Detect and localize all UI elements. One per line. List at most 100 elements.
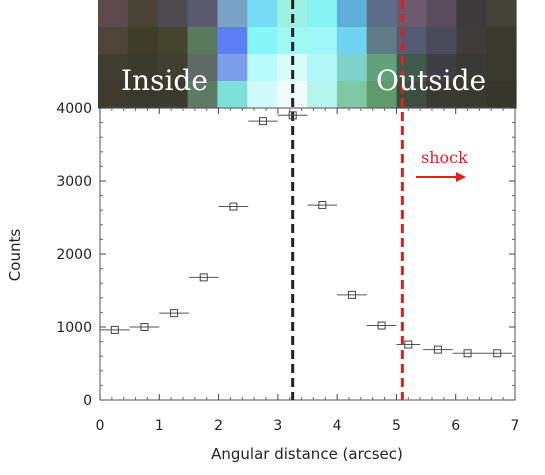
image-strip-cell	[307, 81, 338, 109]
image-strip-cell	[366, 0, 398, 28]
x-tick-label: 1	[155, 418, 164, 434]
data-point	[423, 345, 453, 354]
image-strip-cell	[456, 81, 487, 109]
y-tick-label: 2000	[56, 247, 92, 263]
image-strip-cell	[336, 0, 368, 28]
image-strip-cell	[336, 81, 368, 109]
point-marker	[259, 117, 268, 126]
y-tick-label: 0	[83, 393, 92, 409]
image-strip-cell	[426, 81, 457, 109]
x-tick-label: 2	[214, 418, 223, 434]
x-tick-label: 0	[96, 418, 105, 434]
image-strip-cell	[98, 27, 129, 55]
image-strip-cell	[157, 0, 189, 28]
image-strip-cell	[247, 54, 278, 82]
data-point	[396, 340, 421, 349]
data-point	[277, 111, 308, 120]
image-strip-cell	[456, 54, 487, 82]
shock-arrow-icon	[416, 172, 466, 182]
outside-label: Outside	[376, 64, 486, 97]
image-strip-cell	[127, 81, 159, 109]
image-strip-cell	[187, 54, 219, 82]
y-axis-label: Counts	[6, 229, 24, 282]
image-strip-cell	[247, 81, 278, 109]
data-point	[307, 201, 338, 210]
data-point	[452, 349, 483, 358]
point-marker	[199, 273, 208, 282]
data-points	[100, 111, 513, 358]
image-strip-cell	[157, 81, 189, 109]
y-tick-label: 4000	[56, 101, 92, 117]
vertical-lines	[291, 0, 404, 400]
image-strip-cell	[366, 27, 398, 55]
color-image-strip	[98, 0, 517, 109]
image-strip-cell	[247, 27, 278, 55]
point-marker	[288, 111, 297, 120]
image-strip-cell	[217, 54, 248, 82]
point-marker	[493, 349, 502, 358]
point-marker	[347, 290, 356, 299]
image-strip-cell	[98, 0, 129, 28]
inside-label: Inside	[121, 64, 208, 97]
data-point	[100, 325, 130, 334]
point-marker	[140, 323, 149, 331]
image-strip-cell	[98, 81, 129, 109]
data-point	[482, 349, 513, 358]
image-strip-cell	[307, 27, 338, 55]
image-strip-cell	[187, 0, 219, 28]
image-strip-cell	[187, 27, 219, 55]
image-strip-cell	[456, 27, 487, 55]
data-point	[188, 273, 219, 282]
data-point	[218, 202, 249, 211]
image-strip-cell	[217, 0, 248, 28]
image-strip-cell	[456, 0, 487, 28]
image-strip-cell	[486, 81, 517, 109]
point-marker	[170, 309, 179, 318]
point-marker	[404, 340, 413, 349]
x-tick-label: 4	[333, 418, 342, 434]
image-strip-cell	[366, 54, 398, 82]
image-strip-cell	[486, 0, 517, 28]
point-marker	[463, 349, 472, 358]
point-marker	[433, 345, 442, 354]
image-strip-cell	[98, 54, 129, 82]
data-point	[129, 323, 160, 331]
image-strip-cell	[217, 27, 248, 55]
image-strip-cell	[157, 27, 189, 55]
image-strip-cell	[127, 54, 159, 82]
data-point	[337, 290, 367, 299]
data-point	[248, 117, 278, 126]
image-strip-cell	[187, 81, 219, 109]
data-point	[366, 321, 397, 330]
image-strip-cell	[486, 27, 517, 55]
x-axis-label: Angular distance (arcsec)	[211, 445, 403, 463]
image-strip-cell	[217, 81, 248, 109]
image-strip-cell	[157, 54, 189, 82]
data-point	[159, 309, 189, 318]
image-strip-cell	[426, 0, 457, 28]
y-tick-label: 1000	[56, 320, 92, 336]
point-marker	[318, 201, 327, 210]
x-tick-label: 3	[273, 418, 282, 434]
image-strip-cell	[127, 0, 159, 28]
image-strip-cell	[336, 54, 368, 82]
point-marker	[229, 202, 238, 211]
point-marker	[110, 325, 119, 334]
shock-label: shock	[421, 148, 468, 167]
x-tick-label: 5	[392, 418, 401, 434]
image-strip-cell	[247, 0, 278, 28]
image-strip-cell	[336, 27, 368, 55]
x-tick-label: 6	[451, 418, 460, 434]
y-tick-label: 3000	[56, 174, 92, 190]
image-strip-cell	[366, 81, 398, 109]
image-strip-cell	[426, 54, 457, 82]
x-tick-label: 7	[511, 418, 520, 434]
image-strip-cell	[307, 0, 338, 28]
image-strip-cell	[307, 54, 338, 82]
image-strip-cell	[426, 27, 457, 55]
axis-ticks: 0 1 2 3 4 5 6 7 0 1000 2000 3000 4000	[56, 101, 519, 434]
image-strip-cell	[486, 54, 517, 82]
image-strip-cell	[127, 27, 159, 55]
point-marker	[377, 321, 386, 330]
